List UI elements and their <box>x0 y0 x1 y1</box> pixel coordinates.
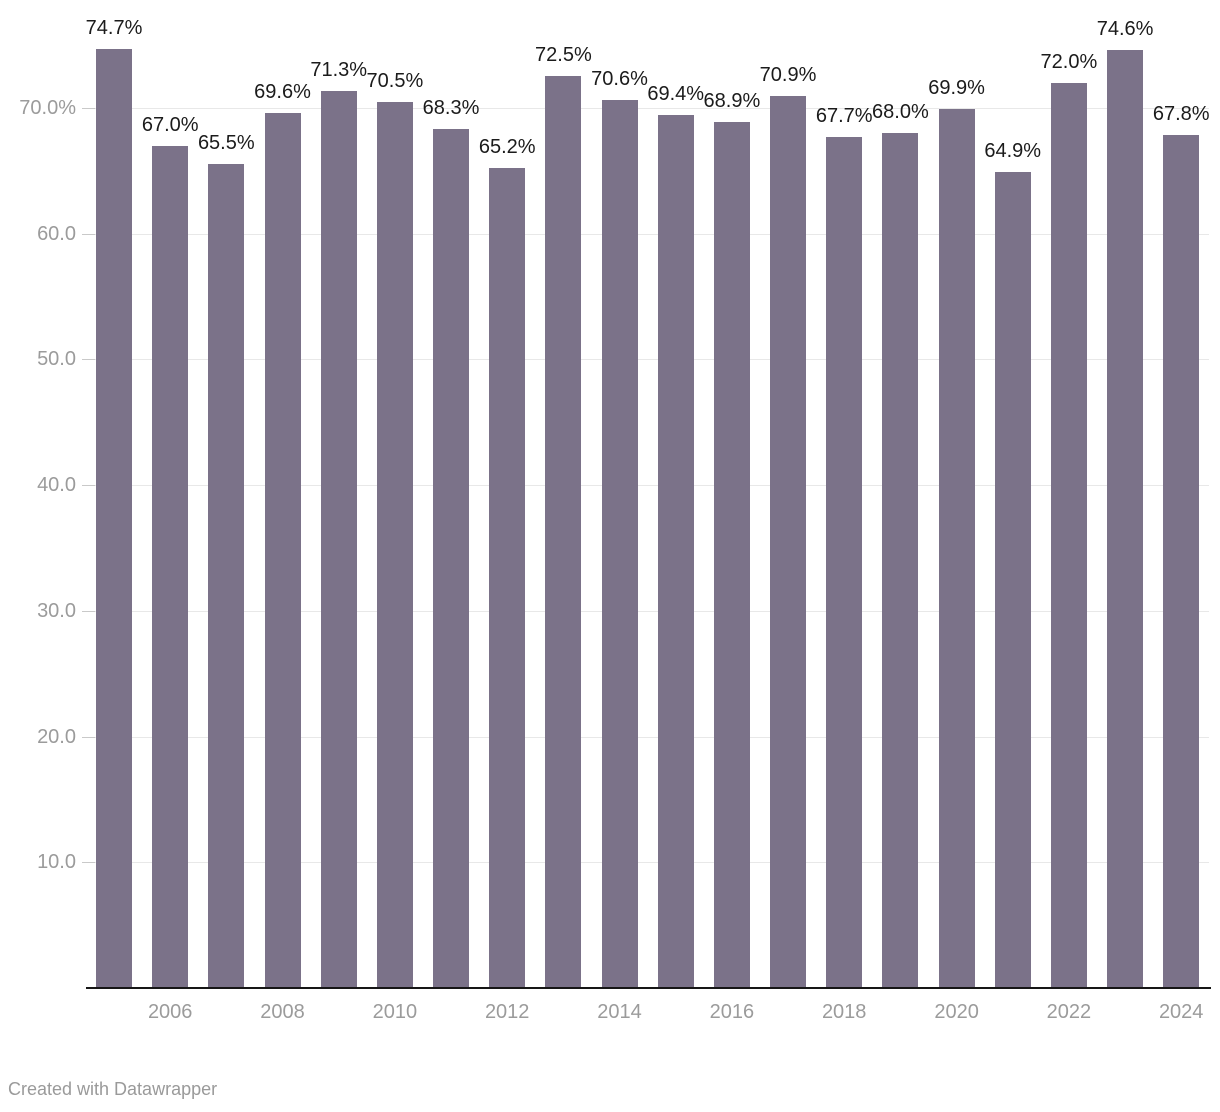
bar-value-label: 71.3% <box>310 59 368 82</box>
bar <box>264 112 301 988</box>
bar <box>826 136 863 988</box>
bar <box>657 115 694 988</box>
bar-value-label: 68.3% <box>422 97 480 120</box>
y-axis-tick <box>82 234 95 235</box>
bar <box>938 109 975 988</box>
bar-value-label: 68.0% <box>872 100 929 123</box>
bar <box>320 91 357 988</box>
y-axis-tick-label: 70.0% <box>19 97 76 119</box>
bar-value-label: 69.6% <box>254 80 311 103</box>
bar-value-label: 69.9% <box>928 77 985 99</box>
y-axis-tick-label: 30.0 <box>37 600 76 622</box>
bar <box>713 121 750 988</box>
gridline <box>84 862 1209 863</box>
y-axis-tick-label: 10.0 <box>37 851 76 873</box>
y-axis-tick <box>82 611 95 612</box>
bar-value-label: 70.6% <box>591 68 648 91</box>
gridline <box>84 108 1209 109</box>
bar <box>96 48 132 988</box>
bar-value-label: 65.5% <box>197 132 255 155</box>
bar <box>376 101 413 988</box>
y-axis-tick-label: 40.0 <box>37 474 76 496</box>
bar <box>1050 82 1087 988</box>
x-axis-tick-label: 2012 <box>484 1001 530 1023</box>
gridline <box>84 485 1209 486</box>
bar <box>152 145 189 988</box>
gridline <box>84 234 1209 235</box>
bar-value-label: 72.0% <box>1040 50 1098 73</box>
bar <box>882 132 919 988</box>
gridline <box>84 359 1209 360</box>
y-axis-tick-label: 50.0 <box>37 348 76 370</box>
bar-value-label: 68.9% <box>703 89 761 112</box>
bar <box>994 171 1031 988</box>
bar-value-label: 74.6% <box>1096 17 1154 40</box>
bar <box>208 164 245 988</box>
gridline <box>84 611 1209 612</box>
datawrapper-credit: Created with Datawrapper <box>8 1079 218 1099</box>
x-axis-tick-label: 2018 <box>821 1001 867 1023</box>
y-axis-tick <box>82 485 95 486</box>
bar-value-label: 67.7% <box>815 104 873 127</box>
bar-value-label: 74.7% <box>85 16 143 39</box>
y-axis-tick <box>82 359 95 360</box>
bar <box>601 100 638 988</box>
bar-value-label: 72.5% <box>535 44 592 67</box>
bar <box>1107 49 1144 988</box>
bar <box>770 96 806 988</box>
y-axis-tick-label: 20.0 <box>37 726 76 748</box>
x-axis-tick-label: 2014 <box>597 1001 642 1023</box>
x-axis-tick-label: 2024 <box>1158 1001 1204 1023</box>
bar-chart: 10.0 20.0 30.0 40.0 50.0 60.0 70.0% 74.7% 67.0% 6… <box>19 16 1211 1023</box>
y-axis-tick <box>82 737 95 738</box>
y-axis-tick <box>82 108 95 109</box>
bar-value-label: 69.4% <box>647 83 705 106</box>
bar-value-label: 65.2% <box>478 136 536 159</box>
bar <box>433 129 469 988</box>
x-axis-tick-label: 2008 <box>260 1001 305 1023</box>
x-axis-baseline <box>86 987 1211 989</box>
bar <box>545 76 582 988</box>
bar <box>489 168 526 988</box>
gridline <box>84 737 1209 738</box>
x-axis-tick-label: 2022 <box>1046 1001 1092 1023</box>
bar-value-label: 67.8% <box>1152 103 1210 126</box>
x-axis-tick-label: 2020 <box>934 1001 979 1023</box>
x-axis-tick-label: 2010 <box>372 1001 418 1023</box>
bar-value-label: 64.9% <box>984 139 1042 162</box>
bar-value-label: 70.5% <box>366 69 424 92</box>
bar-value-label: 67.0% <box>141 113 199 136</box>
x-axis-tick-label: 2016 <box>709 1001 755 1023</box>
bar-value-label: 70.9% <box>759 64 817 87</box>
bar <box>1163 135 1200 988</box>
x-axis-tick-label: 2006 <box>147 1001 193 1023</box>
y-axis-tick <box>82 862 95 863</box>
y-axis-tick-label: 60.0 <box>37 223 76 245</box>
